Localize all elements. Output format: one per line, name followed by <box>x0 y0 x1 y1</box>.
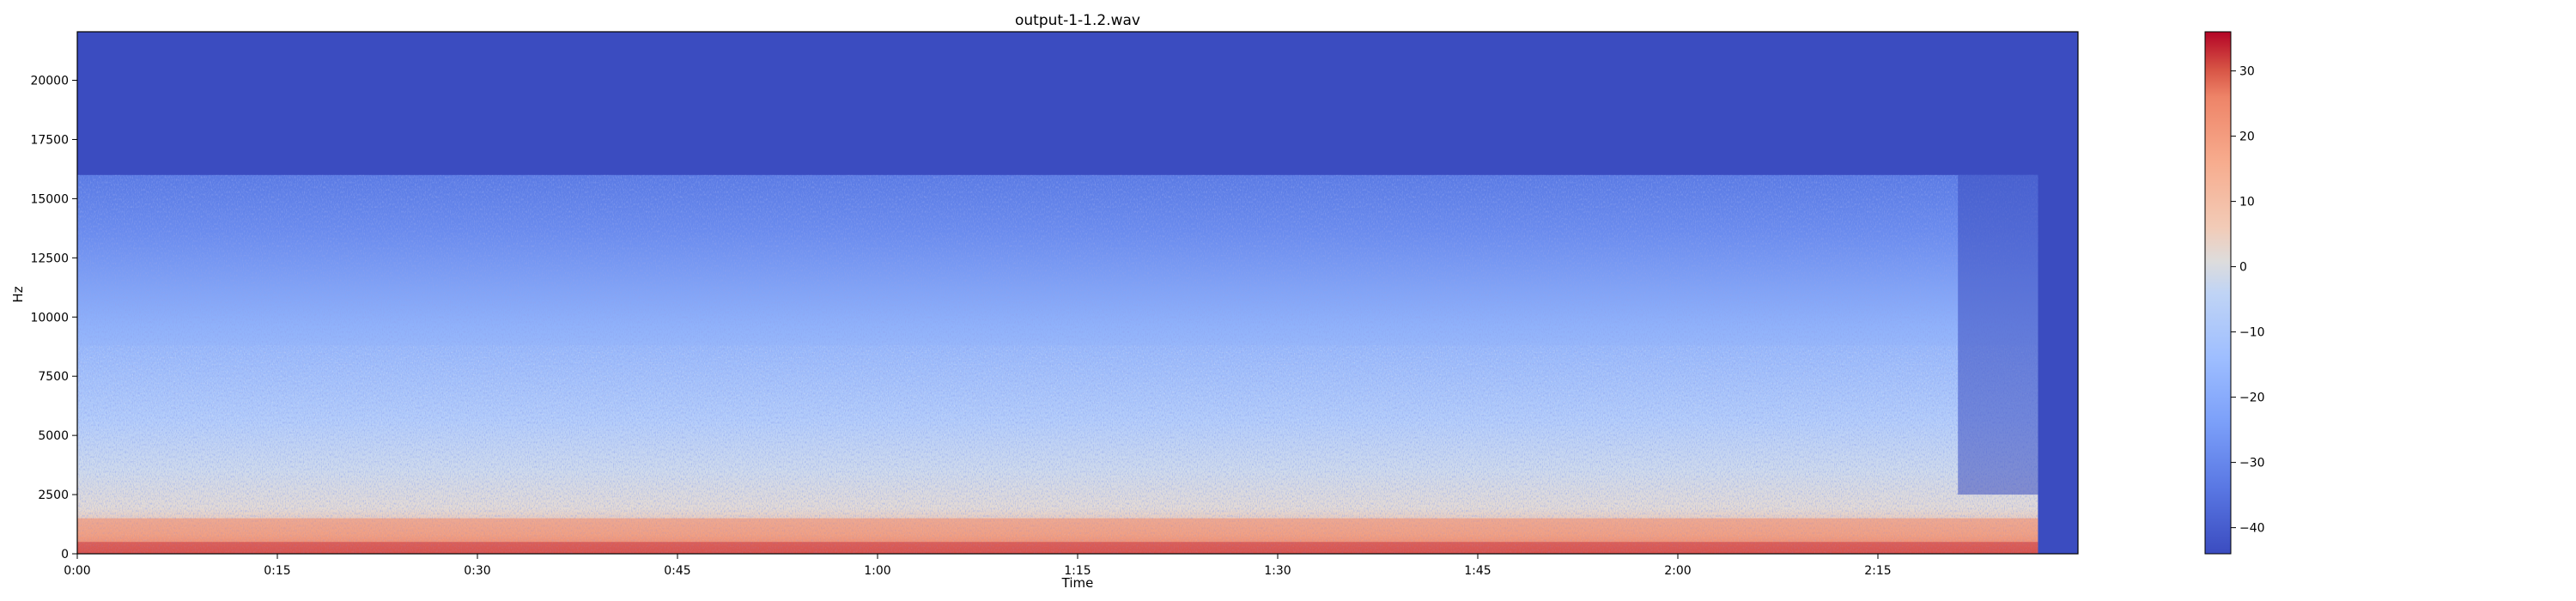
x-tick-label: 0:45 <box>664 564 690 578</box>
y-tick-label: 17500 <box>30 133 69 147</box>
colorbar-frame <box>2204 31 2232 555</box>
y-tick-label: 5000 <box>38 429 69 443</box>
colorbar-tick-label: −10 <box>2239 326 2265 340</box>
x-tick-label: 1:15 <box>1064 564 1091 578</box>
x-tick-label: 1:45 <box>1464 564 1491 578</box>
low-frequency-band <box>77 518 2038 554</box>
colorbar-tick-label: −40 <box>2239 522 2265 536</box>
chart-title: output-1-1.2.wav <box>1015 12 1140 29</box>
colorbar-tick-label: 30 <box>2239 65 2255 79</box>
bass-band <box>77 542 2038 554</box>
spectral-content <box>77 174 2038 554</box>
y-tick-label: 7500 <box>38 370 69 384</box>
y-tick-label: 10000 <box>30 311 69 325</box>
y-tick-label: 0 <box>61 548 69 562</box>
x-tick-label: 2:00 <box>1664 564 1691 578</box>
x-tick-label: 1:00 <box>864 564 890 578</box>
x-axis: 0:00 0:15 0:30 0:45 1:00 1:15 1:30 1:45 2:00 2:15 <box>64 554 1892 578</box>
audio-fade-tail <box>1958 174 2038 495</box>
y-tick-label: 15000 <box>30 192 69 206</box>
x-tick-label: 2:15 <box>1864 564 1891 578</box>
x-tick-label: 0:15 <box>264 564 290 578</box>
colorbar-gradient <box>2205 32 2231 554</box>
colorbar: 30 20 10 0 −10 −20 −30 −40 <box>2204 31 2265 555</box>
colorbar-ticks: 30 20 10 0 −10 −20 −30 −40 <box>2231 65 2265 536</box>
colorbar-tick-label: −20 <box>2239 392 2265 405</box>
y-axis: 0 2500 5000 7500 10000 12500 15000 17500 20000 <box>30 75 77 562</box>
colorbar-tick-label: 0 <box>2239 261 2247 275</box>
y-tick-label: 2500 <box>38 489 69 502</box>
x-tick-label: 1:30 <box>1264 564 1291 578</box>
y-axis-label: Hz <box>10 286 26 302</box>
spectrogram-plot <box>76 31 2079 555</box>
x-tick-label: 0:00 <box>64 564 90 578</box>
y-tick-label: 12500 <box>30 252 69 265</box>
colorbar-tick-label: −30 <box>2239 457 2265 470</box>
x-axis-label: Time <box>1061 575 1094 591</box>
colorbar-tick-label: 10 <box>2239 196 2255 209</box>
y-tick-label: 20000 <box>30 75 69 88</box>
colorbar-tick-label: 20 <box>2239 131 2255 144</box>
x-tick-label: 0:30 <box>464 564 490 578</box>
